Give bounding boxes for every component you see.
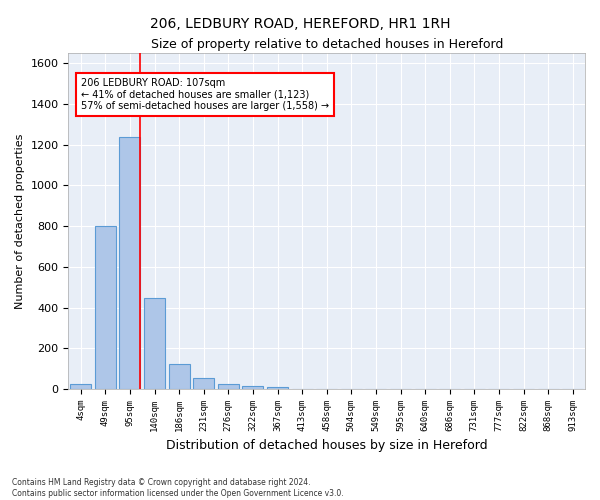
Text: Contains HM Land Registry data © Crown copyright and database right 2024.
Contai: Contains HM Land Registry data © Crown c… bbox=[12, 478, 344, 498]
Bar bbox=[267, 387, 288, 389]
Bar bbox=[119, 136, 140, 389]
Bar bbox=[218, 384, 239, 389]
Bar bbox=[95, 226, 116, 389]
Bar bbox=[242, 386, 263, 389]
Text: 206, LEDBURY ROAD, HEREFORD, HR1 1RH: 206, LEDBURY ROAD, HEREFORD, HR1 1RH bbox=[150, 18, 450, 32]
Y-axis label: Number of detached properties: Number of detached properties bbox=[15, 134, 25, 309]
Text: 206 LEDBURY ROAD: 107sqm
← 41% of detached houses are smaller (1,123)
57% of sem: 206 LEDBURY ROAD: 107sqm ← 41% of detach… bbox=[81, 78, 329, 110]
Bar bbox=[70, 384, 91, 389]
Title: Size of property relative to detached houses in Hereford: Size of property relative to detached ho… bbox=[151, 38, 503, 51]
X-axis label: Distribution of detached houses by size in Hereford: Distribution of detached houses by size … bbox=[166, 440, 488, 452]
Bar bbox=[169, 364, 190, 389]
Bar bbox=[144, 298, 165, 389]
Bar bbox=[193, 378, 214, 389]
